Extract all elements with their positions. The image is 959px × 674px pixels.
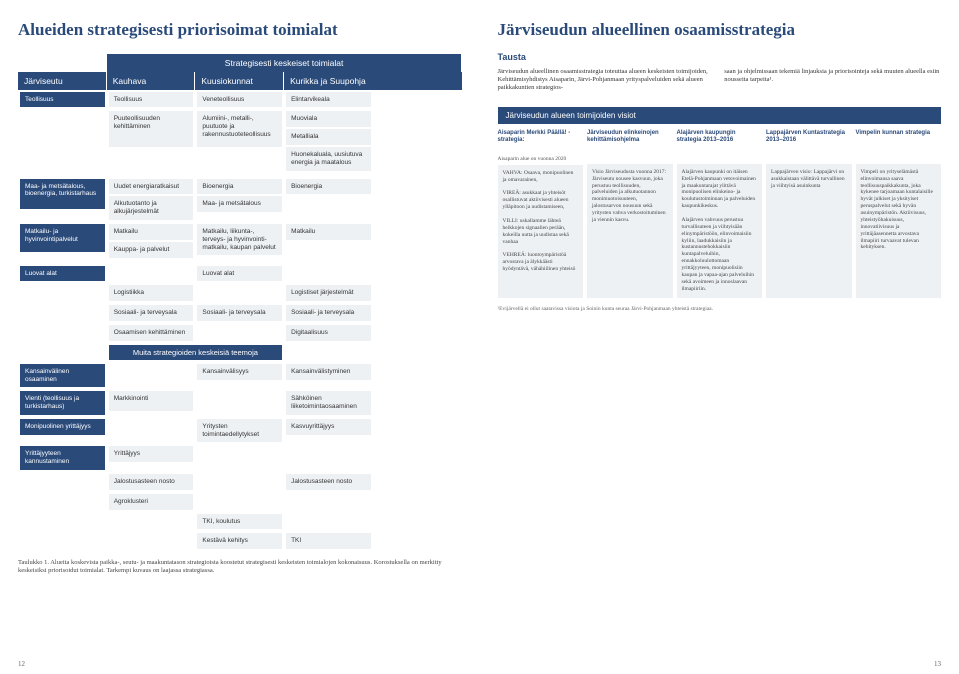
cell: Metalliala [286,129,371,145]
table-caption: Taulukko 1. Alueita koskevista paikka-, … [18,559,462,575]
cell: Kauppa- ja palvelut [109,242,194,258]
body-col: Järviseudun alueellinen osaamisstrategia… [498,68,715,93]
cell: Elintarvikeala [286,92,371,108]
table-row: Kansainvälinen osaaminen Kansainvälisyys… [18,362,462,390]
body-col: saan ja ohjelmissaan tekemiä linjauksia … [724,68,941,93]
vision-heading: Lappajärven Kuntastrategia 2013–2016 [766,130,852,152]
table-row: Matkailu- ja hyvinvointipalvelut Matkail… [18,222,462,260]
cell: Matkailu- ja hyvinvointipalvelut [20,224,105,252]
cell: Uudet energiaratkaisut [109,179,194,195]
table-row: Kestävä kehitys TKI [18,531,462,551]
cell: Teollisuus [109,92,194,108]
vision-body: VAHVA: Osaava, monipuolinen ja omavarain… [498,165,584,298]
cell: Markkinointi [109,391,194,411]
cell: Alkutuotanto ja alkujärjestelmät [109,196,194,220]
cell: Monipuolinen yrittäjyys [20,419,105,435]
cell: Yrittäjyys [109,446,194,462]
table-row: Sosiaali- ja terveysala Sosiaali- ja ter… [18,303,462,323]
table-row: Teollisuus Teollisuus Veneteollisuus Eli… [18,90,462,110]
page-title: Alueiden strategisesti priorisoimat toim… [18,20,462,40]
cell: Logistiikka [109,285,194,301]
table-row: Osaamisen kehittäminen Digitaalisuus [18,323,462,343]
cell: Kansainvälistyminen [286,364,371,380]
cell: Matkailu [286,224,371,240]
cell: Yritysten toimintaedellytykset [197,419,282,443]
table-row: TKI, koulutus [18,512,462,532]
cell: Maa- ja metsätalous [197,196,282,212]
table-row: Agroklusteri [18,492,462,512]
cell: Jalostusasteen nosto [286,474,371,490]
vision-heading: Järviseudun elinkeinojen kehittämisohjel… [587,130,673,152]
col-kauhava: Kauhava [107,72,196,90]
vision-body: Alajärven kaupunki on itäisen Etelä-Pohj… [677,164,763,298]
cell: Digitaalisuus [286,325,371,341]
cell: Luovat alat [197,266,282,282]
vision-col: Vimpelin kunnan strategia Vimpeli on yri… [856,130,942,298]
col-kurikka: Kurikka ja Suupohja [284,72,461,90]
table-row: Vienti (teollisuus ja turkistarhaus) Mar… [18,389,462,417]
table-row: Logistiikka Logistiset järjestelmät [18,283,462,303]
left-page: Alueiden strategisesti priorisoimat toim… [0,0,480,674]
vision-heading: Aisaparin Merkki Päällä! -strategia: [498,130,584,152]
vision-body: Lappajärven visio: Lappajärvi on asukkai… [766,164,852,298]
cell: TKI, koulutus [197,514,282,530]
table-title: Strategisesti keskeiset toimialat [107,54,462,72]
vision-body: Vimpeli on yrityselämästä elinvoimansa s… [856,164,942,298]
table-row: Luovat alat Luovat alat [18,264,462,284]
cell: Muoviala [286,111,371,127]
cell: Sosiaali- ja terveysala [286,305,371,321]
vision-col: Alajärven kaupungin strategia 2013–2016 … [677,130,763,298]
cell: Sosiaali- ja terveysala [109,305,194,321]
col-jarviseutu: Järviseutu [18,72,107,90]
table-row: Monipuolinen yrittäjyys Yritysten toimin… [18,417,462,445]
column-headers: Järviseutu Kauhava Kuusiokunnat Kurikka … [18,72,462,90]
cell: Agroklusteri [109,494,194,510]
cell: Vienti (teollisuus ja turkistarhaus) [20,391,105,415]
cell: Teollisuus [20,92,105,108]
cell: Jalostusasteen nosto [109,474,194,490]
vision-header: Järviseudun alueen toimijoiden visiot [498,107,942,124]
right-page: Järviseudun alueellinen osaamisstrategia… [480,0,959,674]
cell: Kansainvälinen osaaminen [20,364,105,388]
cell: Luovat alat [20,266,105,282]
body-text: Järviseudun alueellinen osaamisstrategia… [498,68,942,93]
vision-sub: Aisaparin alue on vuonna 2020 [498,156,584,162]
cell: Bioenergia [286,179,371,195]
page-number: 13 [934,660,941,668]
mid-title: Muita strategioiden keskeisiä teemoja [109,345,282,360]
col-kuusiokunnat: Kuusiokunnat [195,72,284,90]
vision-grid: Aisaparin Merkki Päällä! -strategia: Ais… [498,130,942,298]
cell: TKI [286,533,371,549]
cell: Kestävä kehitys [197,533,282,549]
vision-col: Järviseudun elinkeinojen kehittämisohjel… [587,130,673,298]
cell: Sosiaali- ja terveysala [197,305,282,321]
cell: Bioenergia [197,179,282,195]
table-row: Jalostusasteen nosto Jalostusasteen nost… [18,472,462,492]
vision-col: Lappajärven Kuntastrategia 2013–2016 Lap… [766,130,852,298]
cell: Matkailu, liikunta-, terveys- ja hyvinvo… [197,224,282,255]
vision-body: Visio Järviseudusta vuonna 2017: Järvise… [587,164,673,298]
vision-heading: Vimpelin kunnan strategia [856,130,942,152]
right-subtitle: Tausta [498,52,942,62]
cell: Yrittäjyyteen kannustaminen [20,446,105,470]
cell: Kasvuyrittäjyys [286,419,371,435]
cell: Logistiset järjestelmät [286,285,371,301]
cell: Matkailu [109,224,194,240]
cell: Maa- ja metsätalous, bioenergia, turkist… [20,179,105,209]
right-title: Järviseudun alueellinen osaamisstrategia [498,20,942,40]
footnote: ¹Evijärvellä ei ollut saatavissa visiota… [498,306,942,313]
cell: Sähköinen liiketoimintaosaaminen [286,391,371,415]
table-row: Maa- ja metsätalous, bioenergia, turkist… [18,177,462,222]
cell: Osaamisen kehittäminen [109,325,194,341]
cell: Puuteollisuuden kehittäminen [109,111,194,147]
cell: Huonekaluala, uusiutuva energia ja maata… [286,147,371,171]
page-number: 12 [18,660,25,668]
table-row: Puuteollisuuden kehittäminen Alumiini-, … [18,109,462,172]
vision-heading: Alajärven kaupungin strategia 2013–2016 [677,130,763,152]
vision-col: Aisaparin Merkki Päällä! -strategia: Ais… [498,130,584,298]
cell: Kansainvälisyys [197,364,282,380]
cell: Alumiini-, metalli-, puutuote ja rakennu… [197,111,282,147]
cell: Veneteollisuus [197,92,282,108]
table-row: Yrittäjyyteen kannustaminen Yrittäjyys [18,444,462,472]
